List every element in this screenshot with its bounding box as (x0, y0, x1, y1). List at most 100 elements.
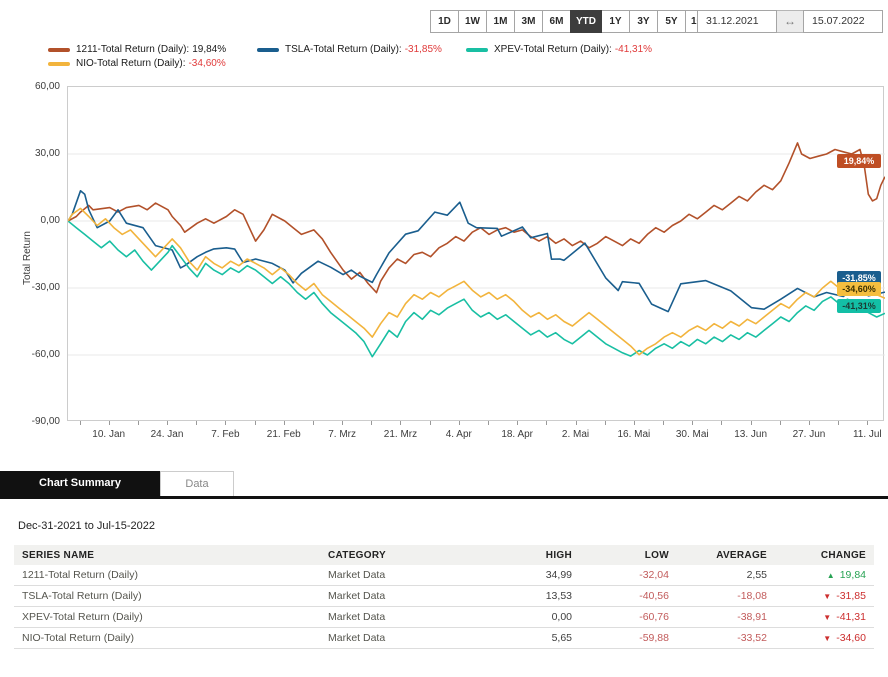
x-axis-tick (283, 421, 285, 425)
y-axis-label: -30,00 (31, 282, 60, 293)
legend-swatch-icon (48, 61, 70, 66)
x-axis-tick (663, 421, 665, 425)
tab-chart-summary[interactable]: Chart Summary (0, 471, 160, 496)
legend-item-tsla[interactable]: TSLA-Total Return (Daily): -31,85% (257, 44, 466, 55)
summary-period: Dec-31-2021 to Jul-15-2022 (18, 520, 155, 532)
x-axis-label: 24. Jan (150, 429, 184, 440)
x-axis-tick (137, 421, 139, 425)
cell-category: Market Data (328, 590, 386, 602)
legend-item-1211[interactable]: 1211-Total Return (Daily): 19,84% (48, 44, 257, 55)
series-line-xpev (68, 220, 885, 358)
change-down-icon: ▼ (823, 634, 832, 643)
chart-area: 1211-Total Return (Daily): 19,84% TSLA-Tot… (22, 44, 885, 440)
series-end-value-badge-tsla: -31,85% (837, 271, 881, 285)
x-axis-tick (225, 421, 227, 425)
legend-item-xpev[interactable]: XPEV-Total Return (Daily): -41,31% (466, 44, 652, 55)
table-header-row: SERIES NAME CATEGORY HIGH LOW AVERAGE CHANGE (14, 545, 874, 565)
tab-data[interactable]: Data (160, 471, 234, 496)
x-axis-tick (254, 421, 256, 425)
cell-average: -38,91 (737, 611, 767, 623)
y-axis-label: -60,00 (31, 349, 60, 360)
cell-change: ▼ -41,31 (775, 611, 874, 623)
x-axis-tick (108, 421, 110, 425)
y-axis-title: Total Return (22, 231, 33, 285)
cell-low: -59,88 (639, 632, 669, 644)
x-axis-tick (750, 421, 752, 425)
cell-change: ▼ -34,60 (775, 632, 874, 644)
range-button-ytd[interactable]: YTD (570, 10, 602, 33)
x-axis-tick (779, 421, 781, 425)
cell-low: -60,76 (639, 611, 669, 623)
column-header-series-name: SERIES NAME (22, 549, 95, 561)
line-chart-svg (68, 142, 885, 358)
legend-label: 1211-Total Return (Daily): (76, 44, 190, 55)
x-axis-tick (79, 421, 81, 425)
x-axis-tick (633, 421, 635, 425)
x-axis-label: 10. Jan (92, 429, 126, 440)
range-button-3m[interactable]: 3M (514, 10, 543, 33)
y-axis-label: 60,00 (34, 81, 60, 92)
cell-series-name: XPEV-Total Return (Daily) (22, 611, 143, 623)
change-value: 19,84 (839, 569, 866, 581)
chart-legend: 1211-Total Return (Daily): 19,84% TSLA-Tot… (48, 44, 652, 69)
legend-value: -31,85% (404, 44, 442, 55)
cell-average: 2,55 (746, 569, 767, 581)
x-axis-tick (488, 421, 489, 425)
y-axis-label: 0,00 (40, 215, 60, 226)
cell-high: 0,00 (551, 611, 572, 623)
x-axis-tick (371, 421, 373, 425)
change-up-icon: ▲ (826, 571, 835, 580)
x-axis-label: 7. Feb (211, 429, 240, 440)
x-axis-label: 4. Apr (445, 429, 472, 440)
legend-label: NIO-Total Return (Daily): (76, 58, 186, 69)
series-line-tsla (68, 190, 885, 313)
x-axis-label: 11. Jul (852, 429, 882, 440)
cell-high: 34,99 (545, 569, 572, 581)
date-from-input[interactable]: 31.12.2021 (697, 10, 777, 33)
x-axis-label: 21. Mrz (383, 429, 418, 440)
date-range-arrow-icon: ↔ (777, 10, 803, 33)
x-axis-tick (721, 421, 723, 425)
cell-change: ▼ -31,85 (775, 590, 874, 602)
plot-area (67, 86, 885, 421)
cell-category: Market Data (328, 632, 386, 644)
x-axis-tick (429, 421, 431, 425)
date-to-input[interactable]: 15.07.2022 (803, 10, 883, 33)
legend-value: -34,60% (188, 58, 226, 69)
x-axis-label: 2. Mai (561, 429, 590, 440)
x-axis-tick (867, 421, 869, 425)
series-line-nio (68, 207, 885, 356)
change-down-icon: ▼ (823, 592, 832, 601)
change-value: -34,60 (836, 632, 866, 644)
table-row: XPEV-Total Return (Daily) Market Data 0,00… (14, 607, 874, 628)
x-axis-tick (342, 421, 344, 425)
legend-value: -41,31% (614, 44, 653, 55)
tab-bar: Chart Summary Data (0, 471, 888, 499)
series-end-value-badge-xpev: -41,31% (837, 299, 881, 313)
time-range-selector: 1D1W1M3M6MYTD1Y3Y5Y10Y (430, 10, 715, 33)
y-axis-label: 30,00 (34, 148, 60, 159)
cell-average: -18,08 (737, 590, 767, 602)
table-row: TSLA-Total Return (Daily) Market Data 13,5… (14, 586, 874, 607)
table-row: 1211-Total Return (Daily) Market Data 34,9… (14, 565, 874, 586)
legend-swatch-icon (48, 47, 70, 52)
summary-table: SERIES NAME CATEGORY HIGH LOW AVERAGE CHANGE 1… (14, 545, 874, 649)
legend-label: TSLA-Total Return (Daily): (285, 44, 402, 55)
x-axis-tick (400, 421, 402, 425)
x-axis-label: 13. Jun (734, 429, 768, 440)
x-axis-tick (517, 421, 519, 425)
cell-high: 13,53 (545, 590, 572, 602)
cell-category: Market Data (328, 611, 386, 623)
series-end-value-badge-1211: 19,84% (837, 154, 881, 168)
legend-item-nio[interactable]: NIO-Total Return (Daily): -34,60% (48, 58, 257, 69)
x-axis-tick (808, 421, 810, 425)
cell-series-name: TSLA-Total Return (Daily) (22, 590, 142, 602)
x-axis-tick (312, 421, 314, 425)
change-down-icon: ▼ (823, 613, 832, 622)
x-axis-label: 30. Mai (675, 429, 709, 440)
legend-swatch-icon (257, 47, 279, 52)
legend-label: XPEV-Total Return (Daily): (494, 44, 612, 55)
x-axis-tick (546, 421, 548, 425)
column-header-category: CATEGORY (328, 549, 386, 561)
